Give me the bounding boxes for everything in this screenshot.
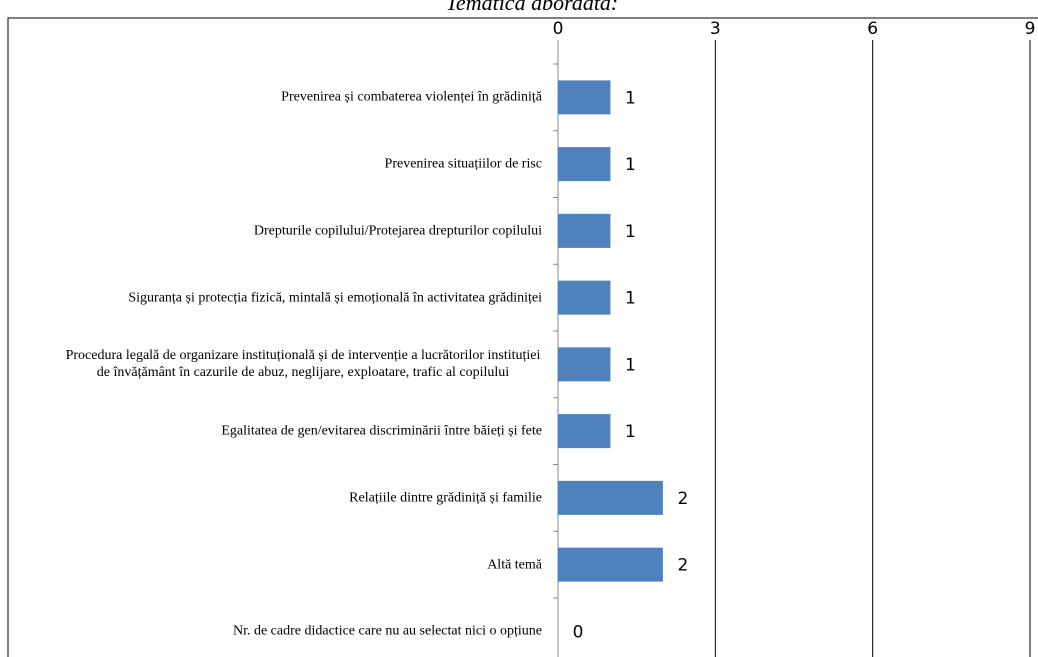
value-label: 2 xyxy=(677,489,688,509)
category-label-box: Procedura legală de organizare instituți… xyxy=(64,347,542,381)
value-label: 1 xyxy=(625,222,636,242)
bar xyxy=(558,414,611,449)
x-tick-label: 3 xyxy=(710,19,721,39)
category-label-box: Prevenirea și combaterea violenței în gr… xyxy=(281,89,542,106)
bar xyxy=(558,147,611,182)
value-label: 1 xyxy=(625,88,636,108)
category-label-box: Egalitatea de gen/evitarea discriminării… xyxy=(221,423,542,440)
bar xyxy=(558,547,663,582)
chart-title: Tematica abordată: xyxy=(446,0,619,15)
chart-frame xyxy=(7,17,1038,657)
category-label: Procedura legală de organizare instituți… xyxy=(65,348,541,381)
category-label-box: Relațiile dintre grădiniță și familie xyxy=(349,489,542,506)
category-label: Relațiile dintre grădiniță și familie xyxy=(349,490,542,506)
category-label-box: Drepturile copilului/Protejarea drepturi… xyxy=(254,222,542,239)
category-label-box: Prevenirea situațiilor de risc xyxy=(385,156,542,173)
bar xyxy=(558,80,611,115)
value-label: 1 xyxy=(625,422,636,442)
bar xyxy=(558,347,611,382)
category-label: Altă temă xyxy=(487,557,542,573)
category-label: Prevenirea și combaterea violenței în gr… xyxy=(281,89,542,105)
category-label: Siguranța și protecția fizică, mintală ș… xyxy=(128,290,542,306)
bar xyxy=(558,280,611,315)
category-label: Prevenirea situațiilor de risc xyxy=(384,156,542,172)
value-label: 0 xyxy=(573,622,584,642)
bar xyxy=(558,480,663,515)
bar xyxy=(558,213,611,248)
x-tick-label: 6 xyxy=(867,19,878,39)
category-label-box: Altă temă xyxy=(487,556,542,573)
value-label: 1 xyxy=(625,155,636,175)
value-label: 1 xyxy=(625,289,636,309)
x-tick-label: 0 xyxy=(553,19,564,39)
category-label: Nr. de cadre didactice care nu au select… xyxy=(232,623,542,639)
value-label: 1 xyxy=(625,355,636,375)
category-label-box: Nr. de cadre didactice care nu au select… xyxy=(233,623,542,640)
value-label: 2 xyxy=(677,556,688,576)
category-label: Egalitatea de gen/evitarea discriminării… xyxy=(221,423,542,439)
category-label: Drepturile copilului/Protejarea drepturi… xyxy=(253,223,542,239)
category-label-box: Siguranța și protecția fizică, mintală ș… xyxy=(128,289,542,306)
x-tick-label: 9 xyxy=(1025,19,1036,39)
